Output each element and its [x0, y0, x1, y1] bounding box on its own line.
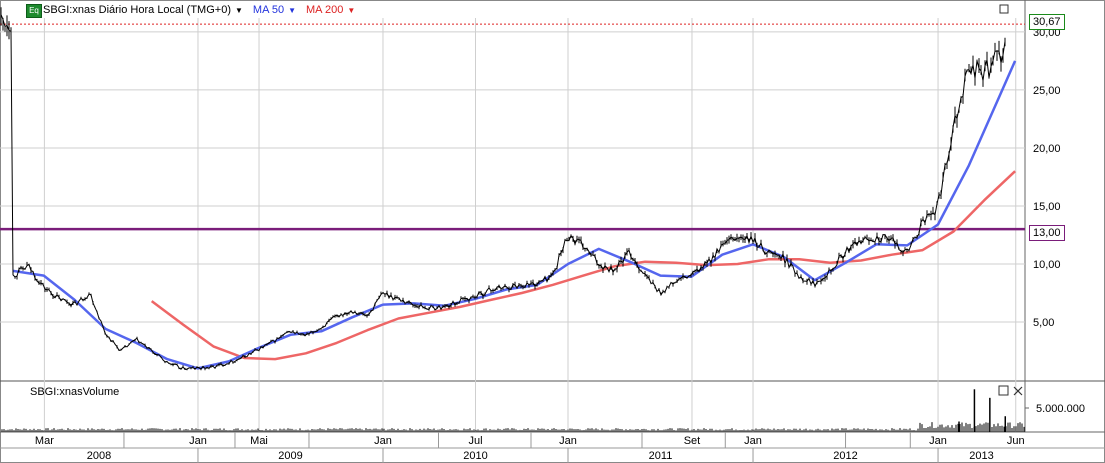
- volume-title: SBGI:xnasVolume: [30, 386, 120, 398]
- level-tag: 13,00: [1029, 225, 1065, 241]
- ma200-dropdown-icon[interactable]: ▼: [347, 5, 356, 15]
- ma50-label[interactable]: MA 50: [252, 4, 285, 16]
- equity-icon[interactable]: Eq: [26, 4, 42, 18]
- x-month-label: Set: [684, 435, 701, 447]
- x-year-label: 2011: [649, 450, 673, 462]
- ma200-line: [150, 170, 1016, 361]
- x-month-label: Mai: [250, 435, 268, 447]
- ma50-dropdown-icon[interactable]: ▼: [288, 5, 297, 15]
- last-price-tag: 30,67: [1029, 14, 1065, 30]
- x-month-label: Jan: [189, 435, 207, 447]
- symbol-dropdown-icon[interactable]: ▼: [234, 5, 243, 15]
- x-month-label: Jan: [744, 435, 762, 447]
- symbol-label[interactable]: SBGI:xnas Diário Hora Local (TMG+0): [43, 4, 231, 16]
- x-year-label: 2008: [87, 450, 111, 462]
- y-tick-label: 25,00: [1033, 85, 1061, 97]
- volume-close-icon[interactable]: [1013, 386, 1023, 396]
- x-year-label: 2009: [278, 450, 302, 462]
- x-month-label: Mar: [35, 435, 54, 447]
- price-line: [0, 14, 1006, 370]
- x-year-label: 2010: [463, 450, 487, 462]
- x-month-label: Jul: [468, 435, 482, 447]
- x-month-label: Jun: [1007, 435, 1025, 447]
- ma200-label[interactable]: MA 200: [306, 4, 344, 16]
- price-maximize-icon[interactable]: [999, 4, 1009, 14]
- x-month-label: Jan: [929, 435, 947, 447]
- x-month-label: Jan: [559, 435, 577, 447]
- price-candles: [0, 7, 1006, 371]
- volume-tick-label: 5.000.000: [1036, 403, 1085, 415]
- y-tick-label: 5,00: [1033, 317, 1054, 329]
- chart-header: SBGI:xnas Diário Hora Local (TMG+0) ▼ MA…: [43, 3, 355, 17]
- x-year-label: 2012: [833, 450, 857, 462]
- ma50-line: [12, 60, 1017, 370]
- x-month-label: Jan: [374, 435, 392, 447]
- y-tick-label: 15,00: [1033, 201, 1061, 213]
- x-year-label: 2013: [969, 450, 993, 462]
- y-tick-label: 20,00: [1033, 143, 1061, 155]
- volume-maximize-icon[interactable]: [998, 385, 1009, 396]
- y-tick-label: 10,00: [1033, 259, 1061, 271]
